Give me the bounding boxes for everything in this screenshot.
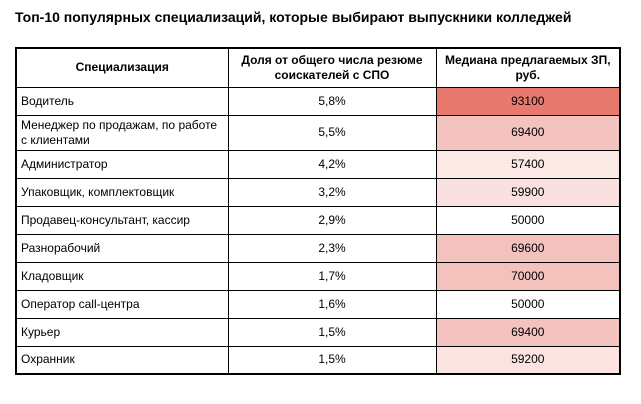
share-cell: 1,6% (227, 289, 437, 319)
table-row: Охранник 1,5% 59200 (15, 345, 621, 375)
salary-cell: 70000 (435, 261, 621, 291)
specialization-cell: Менеджер по продажам, по работе с клиент… (15, 114, 229, 151)
table-row: Упаковщик, комплектовщик 3,2% 59900 (15, 177, 621, 207)
specialization-cell: Водитель (15, 86, 229, 116)
specializations-table: Специализация Доля от общего числа резюм… (15, 47, 621, 375)
share-cell: 4,2% (227, 149, 437, 179)
share-cell: 1,7% (227, 261, 437, 291)
specialization-cell: Администратор (15, 149, 229, 179)
salary-cell: 69400 (435, 114, 621, 151)
salary-cell: 59200 (435, 345, 621, 375)
specialization-cell: Кладовщик (15, 261, 229, 291)
table-row: Оператор call-центра 1,6% 50000 (15, 289, 621, 319)
share-cell: 2,3% (227, 233, 437, 263)
header-median-salary: Медиана предлагаемых ЗП, руб. (435, 47, 621, 88)
salary-cell: 93100 (435, 86, 621, 116)
header-specialization: Специализация (15, 47, 229, 88)
share-cell: 1,5% (227, 317, 437, 347)
salary-cell: 50000 (435, 205, 621, 235)
specialization-cell: Продавец-консультант, кассир (15, 205, 229, 235)
salary-cell: 59900 (435, 177, 621, 207)
share-cell: 5,5% (227, 114, 437, 151)
specialization-cell: Курьер (15, 317, 229, 347)
table-row: Разнорабочий 2,3% 69600 (15, 233, 621, 263)
salary-cell: 50000 (435, 289, 621, 319)
specialization-cell: Упаковщик, комплектовщик (15, 177, 229, 207)
table-row: Менеджер по продажам, по работе с клиент… (15, 114, 621, 151)
specialization-cell: Оператор call-центра (15, 289, 229, 319)
share-cell: 2,9% (227, 205, 437, 235)
header-share: Доля от общего числа резюме соискателей … (227, 47, 437, 88)
table-row: Водитель 5,8% 93100 (15, 86, 621, 116)
salary-cell: 57400 (435, 149, 621, 179)
salary-cell: 69400 (435, 317, 621, 347)
table-row: Администратор 4,2% 57400 (15, 149, 621, 179)
specialization-cell: Разнорабочий (15, 233, 229, 263)
salary-cell: 69600 (435, 233, 621, 263)
share-cell: 1,5% (227, 345, 437, 375)
table-row: Продавец-консультант, кассир 2,9% 50000 (15, 205, 621, 235)
share-cell: 3,2% (227, 177, 437, 207)
table-row: Курьер 1,5% 69400 (15, 317, 621, 347)
table-header-row: Специализация Доля от общего числа резюм… (15, 47, 621, 88)
table-row: Кладовщик 1,7% 70000 (15, 261, 621, 291)
share-cell: 5,8% (227, 86, 437, 116)
page-title: Топ-10 популярных специализаций, которые… (15, 9, 572, 25)
specialization-cell: Охранник (15, 345, 229, 375)
